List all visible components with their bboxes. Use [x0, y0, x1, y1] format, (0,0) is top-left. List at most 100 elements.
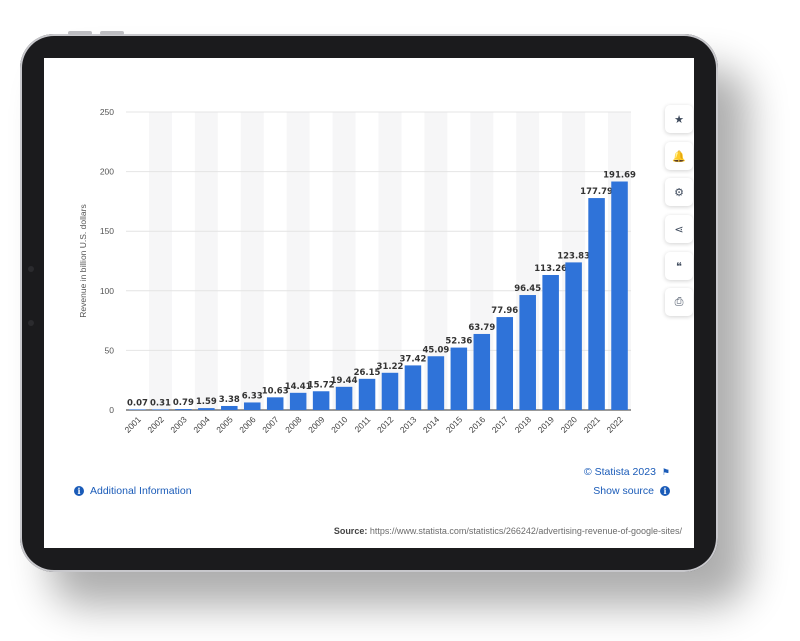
y-tick-label: 200 — [100, 167, 114, 177]
bar — [243, 402, 261, 410]
data-label: 123.83 — [557, 251, 590, 261]
quote-icon: ❝ — [676, 260, 682, 273]
data-label: 63.79 — [468, 323, 495, 333]
bar — [266, 397, 284, 410]
bar — [404, 365, 422, 410]
source-url: https://www.statista.com/statistics/2662… — [369, 526, 682, 536]
gear-icon: ⚙ — [674, 186, 684, 199]
print-button[interactable]: ⎙ — [665, 288, 693, 316]
settings-button[interactable]: ⚙ — [665, 178, 693, 206]
revenue-bar-chart: 0 50 100 150 200 250 Revenue in billion U.S. d… — [78, 107, 636, 435]
column-band — [378, 112, 402, 410]
bar — [358, 378, 376, 410]
x-tick-label: 2003 — [168, 414, 189, 435]
data-label: 0.07 — [127, 398, 148, 408]
print-icon: ⎙ — [674, 295, 684, 308]
data-label: 31.22 — [377, 362, 404, 372]
show-source-label: Show source — [593, 485, 654, 497]
bar — [611, 181, 628, 410]
info-icon: i — [74, 486, 84, 496]
data-label: 191.69 — [603, 171, 636, 181]
data-label: 77.96 — [491, 306, 518, 316]
data-label: 1.59 — [196, 397, 217, 407]
data-label: 3.38 — [219, 395, 240, 405]
bar — [221, 405, 238, 410]
x-tick-label: 2012 — [375, 414, 396, 435]
x-tick-label: 2008 — [283, 414, 304, 435]
bar — [496, 317, 514, 410]
tablet-screen: 0 50 100 150 200 250 Revenue in billion U.S. d… — [44, 58, 694, 548]
column-band — [148, 112, 172, 410]
bar — [129, 409, 146, 410]
additional-information-link[interactable]: i Additional Information — [74, 485, 192, 497]
additional-information-label: Additional Information — [90, 485, 192, 497]
cite-button[interactable]: ❝ — [665, 252, 693, 280]
bar — [450, 347, 468, 410]
tablet-frame: 0 50 100 150 200 250 Revenue in billion U.S. d… — [20, 31, 718, 572]
data-label: 0.31 — [150, 398, 171, 408]
column-band — [424, 112, 448, 410]
x-tick-label: 2021 — [582, 414, 603, 435]
info-icon: i — [660, 486, 670, 496]
data-label: 19.44 — [331, 376, 358, 386]
bar — [519, 295, 536, 410]
tablet-sensor — [28, 320, 34, 326]
data-label: 0.79 — [173, 398, 194, 408]
copyright-link[interactable]: © Statista 2023 ⚑ — [584, 466, 670, 478]
bar — [473, 333, 491, 410]
bar — [542, 274, 559, 410]
bar — [289, 392, 307, 410]
x-tick-label: 2019 — [536, 414, 557, 435]
column-band — [240, 112, 264, 410]
alert-button[interactable]: 🔔 — [665, 142, 693, 170]
star-icon: ★ — [674, 113, 684, 126]
source-line: Source: https://www.statista.com/statist… — [334, 526, 682, 536]
y-tick-label: 150 — [100, 226, 114, 236]
bar — [312, 391, 330, 410]
data-label: 37.42 — [399, 354, 426, 364]
column-band — [194, 112, 218, 410]
bar — [175, 409, 192, 410]
x-tick-label: 2007 — [260, 414, 281, 435]
column-band — [286, 112, 310, 410]
y-tick-label: 50 — [105, 345, 115, 355]
x-tick-label: 2013 — [398, 414, 419, 435]
data-label: 45.09 — [422, 345, 449, 355]
bar — [381, 372, 399, 410]
bell-icon: 🔔 — [672, 150, 686, 163]
favorite-button[interactable]: ★ — [665, 105, 693, 133]
x-tick-label: 2004 — [191, 414, 212, 435]
x-tick-label: 2006 — [237, 414, 258, 435]
data-label: 96.45 — [514, 284, 541, 294]
show-source-link[interactable]: Show source i — [593, 485, 670, 497]
x-tick-label: 2018 — [513, 414, 534, 435]
share-icon: ⋖ — [674, 223, 684, 236]
bar — [588, 198, 605, 410]
bar — [198, 408, 215, 410]
data-label: 14.41 — [285, 382, 312, 392]
share-button[interactable]: ⋖ — [665, 215, 693, 243]
x-tick-label: 2022 — [604, 414, 625, 435]
copyright-text: © Statista 2023 — [583, 466, 656, 478]
x-tick-label: 2002 — [145, 414, 166, 435]
y-tick-label: 0 — [109, 405, 114, 415]
tablet-top-button — [100, 31, 124, 35]
data-label: 26.15 — [354, 368, 381, 378]
x-tick-label: 2017 — [490, 414, 511, 435]
x-tick-label: 2016 — [467, 414, 488, 435]
x-tick-label: 2020 — [559, 414, 580, 435]
data-label: 15.72 — [308, 380, 335, 390]
bar — [565, 262, 582, 410]
y-axis-label: Revenue in billion U.S. dollars — [78, 204, 88, 317]
data-label: 177.79 — [580, 187, 613, 197]
column-band — [332, 112, 356, 410]
data-label: 52.36 — [445, 337, 472, 347]
bar — [427, 356, 445, 410]
flag-icon: ⚑ — [661, 466, 670, 477]
y-tick-label: 100 — [100, 286, 114, 296]
data-label: 6.33 — [242, 391, 263, 401]
x-tick-label: 2001 — [122, 414, 143, 435]
x-tick-label: 2014 — [421, 414, 442, 435]
x-tick-label: 2011 — [352, 414, 372, 434]
data-label: 113.26 — [534, 264, 567, 274]
